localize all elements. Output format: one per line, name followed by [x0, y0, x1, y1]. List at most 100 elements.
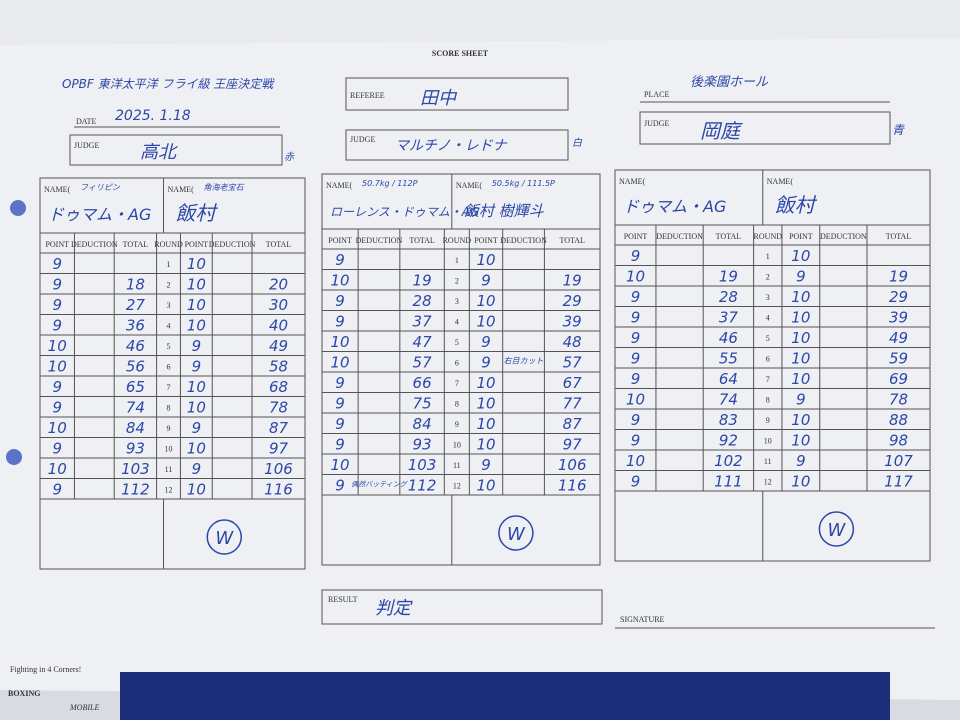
red-point: 9 [52, 378, 62, 396]
blue-point: 9 [796, 268, 806, 286]
blue-total: 20 [269, 276, 288, 294]
round-number: 3 [455, 297, 459, 306]
blue-point: 9 [192, 337, 202, 355]
red-point: 9 [335, 415, 345, 433]
red-total: 36 [126, 317, 145, 335]
round-number: 1 [455, 256, 459, 265]
red-total: 65 [126, 378, 145, 396]
column-header: DEDUCTION [356, 236, 403, 245]
red-name: ドゥマム・AG [48, 205, 151, 224]
blue-total: 57 [563, 354, 583, 372]
column-header: POINT [185, 240, 209, 249]
red-point: 9 [52, 481, 62, 499]
red-total: 92 [719, 432, 738, 450]
judge-box [69, 134, 283, 166]
result-box [321, 589, 603, 625]
watermark-tagline: Fighting in 4 Corners! [10, 665, 81, 674]
red-point: 10 [48, 337, 67, 355]
watermark-sub: MOBILE [69, 703, 99, 712]
red-total: 55 [719, 350, 738, 368]
red-total: 112 [408, 477, 437, 495]
red-total: 93 [126, 440, 145, 458]
judge-corner: 白 [572, 137, 583, 149]
red-total: 84 [126, 419, 145, 437]
blue-point: 10 [476, 395, 495, 413]
red-point: 9 [631, 309, 641, 327]
blue-point: 10 [187, 440, 206, 458]
red-point: 10 [48, 460, 67, 478]
column-header: TOTAL [266, 240, 292, 249]
blue-point: 10 [476, 251, 495, 269]
red-note: フィリピン [80, 183, 121, 192]
column-header: TOTAL [123, 240, 149, 249]
round-number: 4 [167, 322, 171, 331]
judge-label: JUDGE [350, 135, 375, 144]
red-point: 10 [331, 456, 350, 474]
judge-name: マルチノ・レドナ [395, 138, 508, 154]
red-point: 9 [631, 288, 641, 306]
event: OPBF 東洋太平洋 フライ級 王座決定戦 [62, 77, 275, 91]
red-total: 46 [719, 329, 738, 347]
red-total: 37 [413, 313, 433, 331]
name-label: NAME( [326, 181, 353, 190]
red-point: 9 [335, 292, 345, 310]
round-number: 7 [766, 375, 770, 384]
referee-label: REFEREE [350, 91, 385, 100]
judge-label: JUDGE [644, 119, 669, 128]
judge-box [639, 111, 891, 145]
name-label: NAME( [456, 181, 483, 190]
blue-point: 9 [192, 460, 202, 478]
round-number: 1 [766, 252, 770, 261]
red-point: 9 [631, 432, 641, 450]
red-total: 83 [719, 411, 738, 429]
red-total: 28 [719, 288, 738, 306]
red-point: 9 [631, 329, 641, 347]
red-total: 75 [413, 395, 432, 413]
blue-point: 10 [187, 255, 206, 273]
blue-point: 10 [187, 481, 206, 499]
column-header: TOTAL [716, 232, 742, 241]
round-number: 10 [165, 445, 173, 454]
round-number: 5 [167, 342, 171, 351]
judge-corner: 赤 [284, 151, 295, 163]
blue-point: 10 [791, 411, 810, 429]
column-header: DEDUCTION [71, 240, 118, 249]
red-point: 10 [626, 268, 645, 286]
signature-label: SIGNATURE [620, 615, 665, 624]
red-total: 103 [121, 460, 150, 478]
blue-total: 78 [269, 399, 288, 417]
blue-point: 10 [187, 399, 206, 417]
red-point: 9 [52, 317, 62, 335]
round-number: 11 [165, 465, 173, 474]
blue-total: 107 [884, 452, 913, 470]
column-header: DEDUCTION [820, 232, 867, 241]
red-point: 9 [631, 473, 641, 491]
round-number: 10 [764, 437, 772, 446]
top-paper [0, 0, 960, 45]
judge-corner: 青 [892, 123, 905, 137]
blue-point: 10 [476, 292, 495, 310]
punch-hole [6, 449, 22, 465]
round-number: 2 [766, 273, 770, 282]
red-name: ローレンス・ドゥマム・AG [330, 205, 479, 219]
column-header: ROUND [754, 232, 783, 241]
red-total: 28 [413, 292, 432, 310]
column-header: POINT [474, 236, 498, 245]
round-number: 9 [455, 420, 459, 429]
blue-point: 10 [476, 477, 495, 495]
red-total: 18 [126, 276, 145, 294]
red-total: 74 [719, 391, 738, 409]
blue-total: 67 [563, 374, 583, 392]
blue-point: 10 [476, 415, 495, 433]
winner-mark: W [507, 524, 526, 545]
name-label: NAME( [767, 177, 794, 186]
date: 2025. 1.18 [115, 108, 191, 124]
red-point: 9 [335, 251, 345, 269]
round-number: 8 [167, 404, 171, 413]
red-total: 102 [714, 452, 743, 470]
name-label: NAME( [619, 177, 646, 186]
name-label: NAME( [168, 185, 195, 194]
place: 後楽園ホール [690, 75, 769, 90]
blue-total: 116 [558, 477, 587, 495]
blue-total: 29 [889, 288, 908, 306]
